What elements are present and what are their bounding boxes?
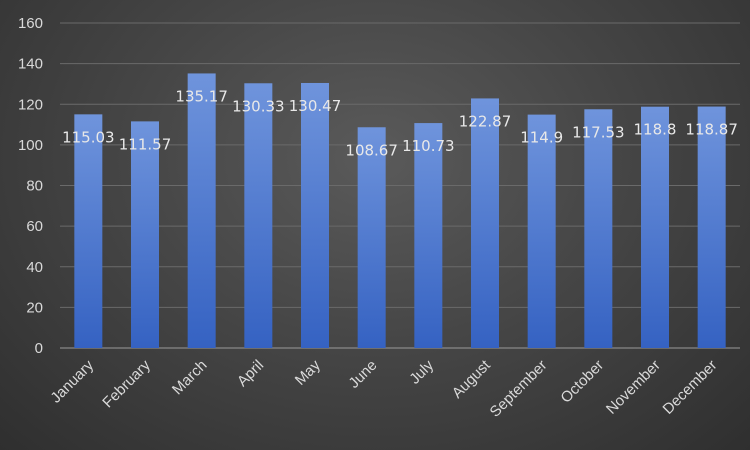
- x-axis-ticks: January February March April May June July Augu…: [47, 356, 720, 420]
- data-label-september: 114.9: [520, 129, 563, 147]
- bar-january: [74, 114, 103, 349]
- y-tick-label: 60: [26, 218, 43, 235]
- bar-july: [414, 123, 443, 349]
- x-tick-label-july: July: [406, 356, 437, 387]
- x-tick-label-june: June: [345, 357, 380, 392]
- y-tick-label: 100: [18, 137, 43, 154]
- data-label-may: 130.47: [289, 97, 342, 115]
- bars: [74, 73, 726, 349]
- bar-september: [527, 114, 556, 348]
- gridlines: [60, 22, 740, 349]
- bar-october: [584, 109, 613, 349]
- bar-march: [187, 73, 216, 348]
- y-tick-label: 20: [26, 299, 43, 316]
- data-label-july: 110.73: [402, 137, 455, 155]
- y-axis-ticks: 0 20 40 60 80 100 120 140 160: [18, 15, 43, 357]
- x-tick-label-april: April: [234, 357, 267, 390]
- x-tick-label-january: January: [47, 356, 97, 406]
- y-tick-label: 120: [18, 96, 43, 113]
- bar-february: [131, 121, 159, 348]
- y-tick-label: 160: [18, 15, 43, 32]
- bar-august: [471, 98, 499, 348]
- y-tick-label: 40: [26, 259, 43, 276]
- data-label-october: 117.53: [572, 123, 625, 141]
- bar-may: [301, 82, 329, 348]
- x-tick-label-october: October: [557, 357, 607, 407]
- data-label-june: 108.67: [345, 141, 398, 159]
- y-tick-label: 140: [18, 56, 43, 73]
- x-tick-label-september: September: [487, 357, 551, 421]
- x-tick-label-august: August: [449, 356, 495, 402]
- x-tick-label-december: December: [660, 357, 721, 418]
- x-tick-label-march: March: [169, 357, 210, 398]
- x-tick-label-february: February: [99, 356, 154, 411]
- data-label-april: 130.33: [232, 97, 285, 115]
- y-tick-label: 0: [35, 340, 43, 357]
- y-tick-label: 80: [26, 178, 43, 195]
- x-tick-label-november: November: [603, 357, 664, 418]
- data-label-august: 122.87: [459, 112, 512, 130]
- x-tick-label-may: May: [292, 356, 324, 388]
- data-label-december: 118.87: [685, 121, 738, 139]
- data-label-november: 118.8: [634, 121, 677, 139]
- bar-november: [641, 106, 669, 348]
- bar-april: [244, 83, 273, 349]
- bar-june: [357, 127, 386, 348]
- data-label-march: 135.17: [175, 87, 228, 105]
- bar-december: [697, 106, 726, 348]
- data-label-february: 111.57: [119, 135, 172, 153]
- data-label-january: 115.03: [62, 128, 115, 146]
